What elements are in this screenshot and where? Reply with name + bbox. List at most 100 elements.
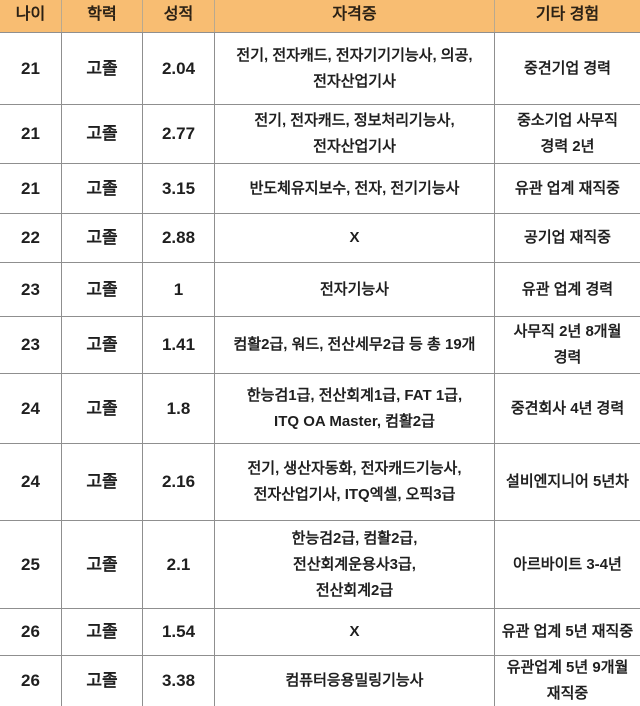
cell-education: 고졸 <box>62 608 143 655</box>
cell-experience: 중견회사 4년 경력 <box>495 373 640 443</box>
cell-education: 고졸 <box>62 213 143 262</box>
cell-education: 고졸 <box>62 32 143 104</box>
cell-age: 21 <box>0 104 62 163</box>
cell-grade: 2.04 <box>143 32 215 104</box>
header-cell-education: 학력 <box>62 0 143 32</box>
cell-line: 26 <box>21 622 40 641</box>
cell-age: 23 <box>0 262 62 316</box>
cell-line: 1.8 <box>166 398 191 418</box>
cell-line: 전기, 전자캐드, 정보처리기능사, <box>254 112 455 129</box>
cell-line: 24 <box>21 472 40 491</box>
table-row: 26 고졸 1.54 X 유관 업계 5년 재직중 <box>0 608 640 655</box>
header-cell-age: 나이 <box>0 0 62 32</box>
cell-line: 21 <box>21 124 40 143</box>
cell-education: 고졸 <box>62 316 143 373</box>
cell-line: 21 <box>21 178 40 198</box>
cell-education: 고졸 <box>62 104 143 163</box>
cell-grade: 1.54 <box>143 608 215 655</box>
cell-line: 고졸 <box>86 472 118 491</box>
cell-age: 23 <box>0 316 62 373</box>
cell-line: 컴활2급, 워드, 전산세무2급 등 총 19개 <box>233 336 476 353</box>
cell-certs: X <box>215 608 495 655</box>
cell-certs: 한능검2급, 컴활2급, 전산회계운용사3급, 전산회계2급 <box>215 520 495 608</box>
cell-line: 22 <box>21 228 40 247</box>
cell-age: 21 <box>0 163 62 213</box>
cell-line: 3.38 <box>161 671 196 690</box>
cell-line: 전자산업기사 <box>313 72 396 90</box>
cell-experience: 유관 업계 경력 <box>495 262 640 316</box>
cell-line: 설비엔지니어 5년차 <box>506 473 629 490</box>
cell-age: 25 <box>0 520 62 608</box>
header-cell-grade: 성적 <box>143 0 215 32</box>
cell-line: 3.15 <box>161 178 196 198</box>
cell-education: 고졸 <box>62 373 143 443</box>
cell-line: 사무직 2년 8개월 <box>513 323 622 340</box>
cell-line: 23 <box>21 279 40 299</box>
table-row: 23 고졸 1 전자기능사 유관 업계 경력 <box>0 262 640 316</box>
cell-line: 아르바이트 3-4년 <box>513 555 622 573</box>
table-row: 25 고졸 2.1 한능검2급, 컴활2급, 전산회계운용사3급, 전산회계2급 아르바이트… <box>0 520 640 608</box>
cell-line: 전자산업기사, ITQ엑셀, 오픽3급 <box>253 486 456 503</box>
cell-line: 2.16 <box>161 472 196 491</box>
cell-experience: 중견기업 경력 <box>495 32 640 104</box>
cell-line: 2.77 <box>161 124 196 143</box>
header-cell-experience: 기타 경험 <box>495 0 640 32</box>
cell-line: 1 <box>173 279 184 299</box>
cell-certs: X <box>215 213 495 262</box>
cell-education: 고졸 <box>62 520 143 608</box>
cell-education: 고졸 <box>62 443 143 520</box>
cell-experience: 중소기업 사무직 경력 2년 <box>495 104 640 163</box>
cell-line: 2.1 <box>166 554 191 574</box>
cell-line: X <box>349 623 360 640</box>
cell-line: 고졸 <box>86 178 118 198</box>
cell-line: 한능검2급, 컴활2급, <box>291 529 418 547</box>
cell-age: 21 <box>0 32 62 104</box>
cell-line: 24 <box>21 398 40 418</box>
cell-line: 고졸 <box>86 228 118 247</box>
cell-experience: 유관업계 5년 9개월 재직중 <box>495 655 640 706</box>
cell-line: 고졸 <box>86 279 118 299</box>
cell-line: 23 <box>21 335 40 354</box>
cell-line: 공기업 재직중 <box>524 229 611 246</box>
cell-line: 고졸 <box>86 622 118 641</box>
cell-line: 고졸 <box>86 398 118 418</box>
table-row: 26 고졸 3.38 컴퓨터응용밀링기능사 유관업계 5년 9개월 재직중 <box>0 655 640 706</box>
table-body: 21 고졸 2.04 전기, 전자캐드, 전자기기기능사, 의공, 전자산업기사 중견기업… <box>0 32 640 706</box>
cell-certs: 전자기능사 <box>215 262 495 316</box>
cell-line: ITQ OA Master, 컴활2급 <box>274 412 435 430</box>
cell-line: 2.88 <box>161 228 196 247</box>
cell-certs: 컴활2급, 워드, 전산세무2급 등 총 19개 <box>215 316 495 373</box>
cell-age: 24 <box>0 443 62 520</box>
cell-age: 26 <box>0 655 62 706</box>
cell-line: 고졸 <box>86 335 118 354</box>
cell-line: 유관 업계 경력 <box>521 280 614 298</box>
cell-line: 경력 2년 <box>540 138 595 155</box>
cell-experience: 사무직 2년 8개월 경력 <box>495 316 640 373</box>
cell-line: 고졸 <box>86 124 118 143</box>
cell-line: 1.41 <box>161 335 196 354</box>
cell-grade: 1.8 <box>143 373 215 443</box>
cell-education: 고졸 <box>62 163 143 213</box>
cell-certs: 반도체유지보수, 전자, 전기기능사 <box>215 163 495 213</box>
cell-line: 유관 업계 재직중 <box>515 179 620 197</box>
cell-line: 고졸 <box>86 58 118 78</box>
cell-certs: 한능검1급, 전산회계1급, FAT 1급, ITQ OA Master, 컴활2… <box>215 373 495 443</box>
cell-grade: 1.41 <box>143 316 215 373</box>
cell-grade: 1 <box>143 262 215 316</box>
cell-certs: 전기, 생산자동화, 전자캐드기능사, 전자산업기사, ITQ엑셀, 오픽3급 <box>215 443 495 520</box>
cell-line: 중견기업 경력 <box>524 59 611 77</box>
cell-line: 전자기능사 <box>319 280 389 298</box>
cell-experience: 설비엔지니어 5년차 <box>495 443 640 520</box>
cell-line: X <box>349 229 360 246</box>
cell-education: 고졸 <box>62 262 143 316</box>
table-row: 24 고졸 1.8 한능검1급, 전산회계1급, FAT 1급, ITQ OA Mast… <box>0 373 640 443</box>
header-cell-certs: 자격증 <box>215 0 495 32</box>
cell-line: 중견회사 4년 경력 <box>510 399 625 417</box>
cell-line: 1.54 <box>161 622 196 641</box>
cell-experience: 유관 업계 5년 재직중 <box>495 608 640 655</box>
cell-line: 전기, 전자캐드, 전자기기기능사, 의공, <box>236 46 473 64</box>
cell-certs: 전기, 전자캐드, 정보처리기능사, 전자산업기사 <box>215 104 495 163</box>
cell-line: 전기, 생산자동화, 전자캐드기능사, <box>247 460 462 477</box>
cell-line: 전산회계2급 <box>315 581 394 599</box>
